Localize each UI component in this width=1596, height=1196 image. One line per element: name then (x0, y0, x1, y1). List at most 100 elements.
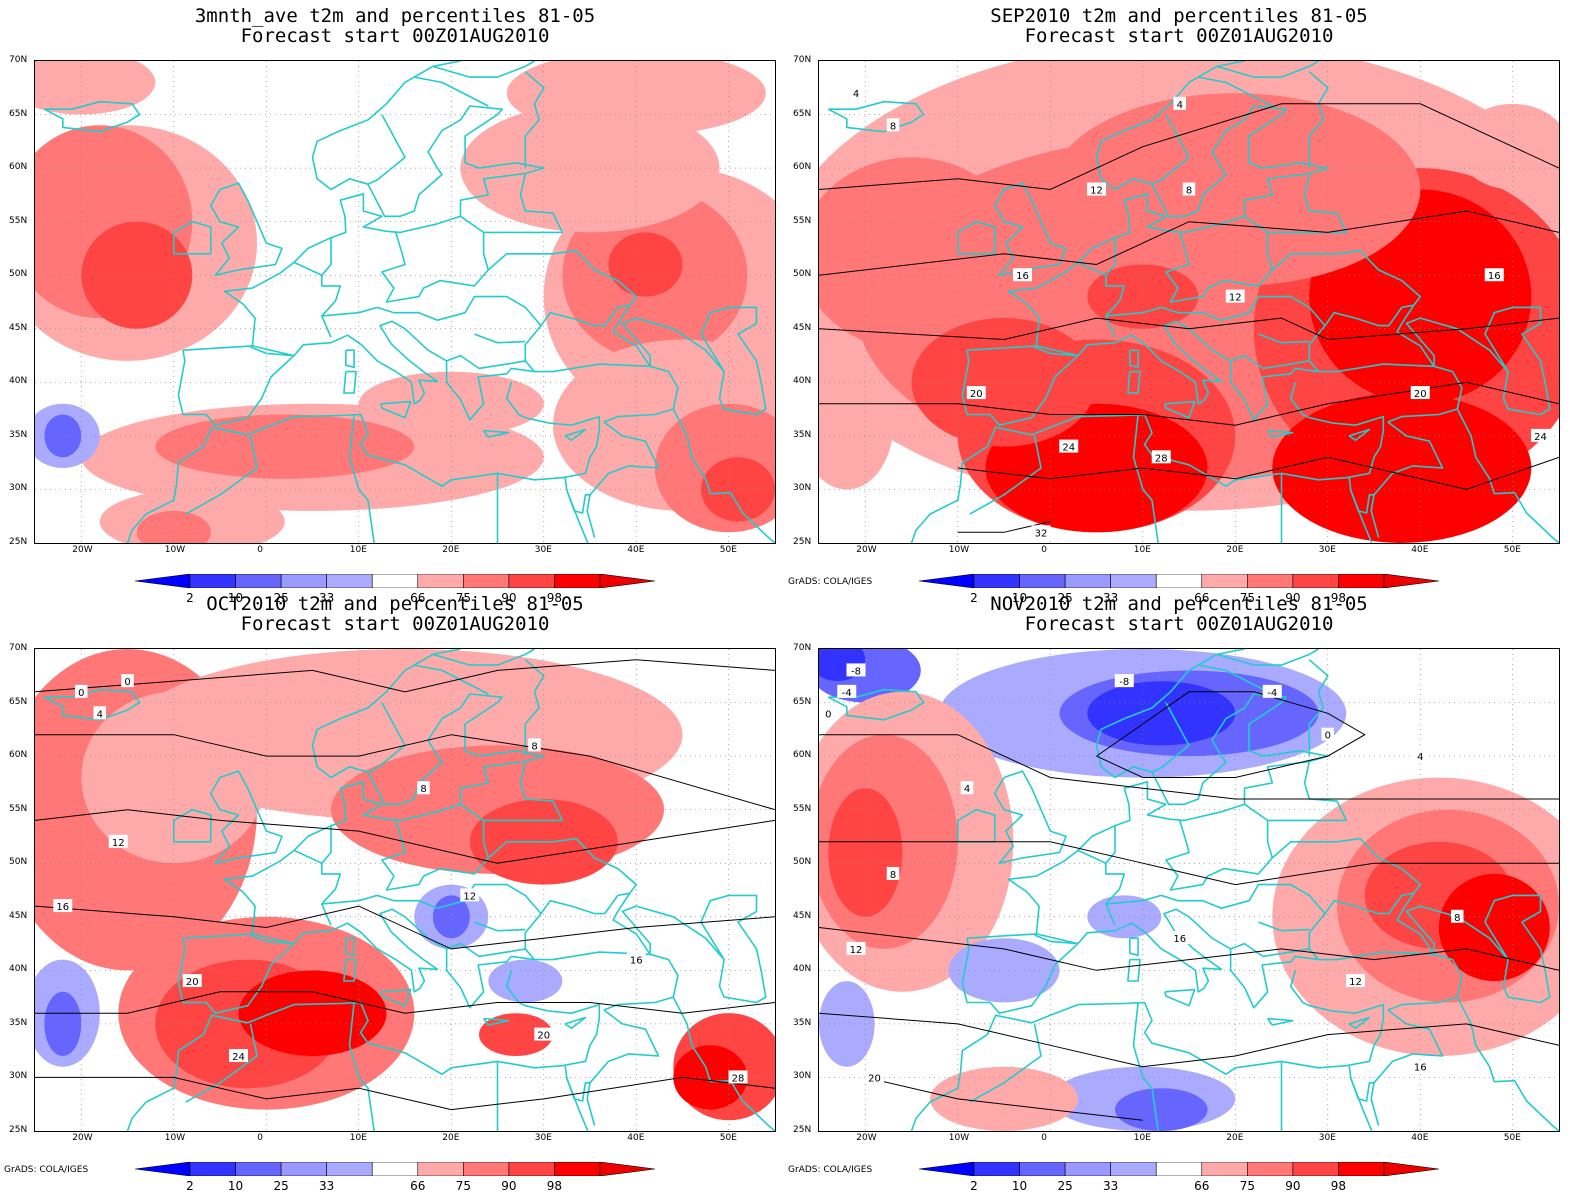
temperature-contour (35, 659, 775, 693)
latitude-label: 30N (9, 483, 28, 494)
temperature-contour (35, 1076, 775, 1111)
colorbar-segment (554, 1161, 601, 1177)
contour-label-bg (1087, 182, 1106, 196)
coastline (223, 167, 545, 346)
contour-label: 8 (1186, 186, 1192, 197)
coastline (185, 1023, 258, 1103)
longitude-label: 30E (534, 1133, 552, 1143)
latitude-label: 25N (793, 537, 812, 547)
coastline (348, 1002, 376, 1131)
coastline (1267, 173, 1348, 234)
contour-label-bg (1346, 974, 1365, 988)
contour-label: 16 (1488, 271, 1501, 282)
coastline (126, 970, 601, 1131)
temperature-contour (35, 991, 775, 1014)
colorbar-segment (973, 573, 1020, 589)
coastline (1348, 428, 1371, 442)
contour-label-bg (960, 781, 974, 795)
contour-label: 4 (1417, 752, 1423, 763)
coastline (210, 770, 283, 864)
latitude-label: 30N (793, 483, 812, 494)
contour-label-bg (1414, 749, 1427, 763)
grads-credit: GrADS: COLA/IGES (4, 1165, 89, 1175)
coastline (250, 934, 295, 945)
contour-label-bg (108, 834, 128, 848)
longitude-label: 50E (1503, 545, 1521, 555)
coastline (564, 476, 596, 538)
longitude-label: 0 (1041, 1133, 1047, 1143)
percentile-shading-warm_4 (1272, 393, 1532, 543)
contour-label: 16 (56, 902, 69, 913)
contour-label: 12 (1090, 186, 1103, 197)
longitude-label: 10E (349, 1133, 367, 1143)
coastline (483, 761, 564, 822)
coastline (1127, 958, 1141, 982)
coastline (589, 421, 660, 496)
colorbar (134, 1161, 656, 1177)
percentile-shading-warm_1 (930, 1066, 1078, 1131)
contour-label-bg (93, 706, 106, 720)
colorbar-segment (326, 573, 373, 589)
latitude-label: 50N (793, 857, 812, 868)
coastline (185, 435, 258, 515)
panel-title: OCT2010 t2m and percentiles 81-05 Forecas… (0, 594, 790, 634)
coastline (1105, 306, 1179, 317)
map-panel-sep2010: SEP2010 t2m and percentiles 81-05 Forecas… (784, 0, 1574, 605)
colorbar-label: 2 (186, 1179, 194, 1193)
coastline (1308, 659, 1329, 757)
longitude-label: 10E (1133, 545, 1151, 555)
coastline (343, 958, 357, 982)
contour-label-bg (1151, 450, 1171, 464)
colorbar-segment (463, 573, 510, 589)
longitude-label: 20W (856, 545, 877, 555)
coastline (1350, 490, 1373, 543)
coastline (311, 649, 544, 806)
temperature-contour (1096, 691, 1366, 778)
colorbar-segment (235, 1161, 282, 1177)
colorbar-segment (280, 573, 327, 589)
colorbar-arrow-low (918, 1161, 975, 1177)
coastline (43, 100, 141, 133)
contour-label: 20 (537, 1031, 550, 1042)
longitude-label: 10W (948, 1133, 970, 1143)
percentile-shading-cold_1 (488, 959, 563, 1003)
contour-label: -8 (851, 666, 861, 677)
longitude-label: 40E (1411, 1133, 1429, 1143)
contour-label-bg (1484, 268, 1504, 282)
colorbar-label: 66 (1194, 1179, 1210, 1193)
latitude-label: 55N (793, 215, 812, 226)
contour-label-bg (846, 663, 866, 677)
colorbar-segment (1247, 1161, 1294, 1177)
coastline (1128, 349, 1139, 369)
contour-label-bg (966, 386, 986, 400)
contour-label-bg (1170, 931, 1190, 945)
contour-label: 20 (1414, 389, 1427, 400)
colorbar-arrow-high (1383, 1161, 1440, 1177)
coastline (910, 382, 1385, 543)
latitude-label: 65N (9, 696, 28, 707)
coastline (1456, 996, 1496, 1082)
colorbar-segment (508, 573, 555, 589)
colorbar-label: 10 (1011, 591, 1028, 605)
colorbar-label: 25 (1057, 1179, 1073, 1193)
percentile-shading-warm_3 (701, 457, 775, 522)
coastline (1128, 937, 1139, 957)
latitude-label: 50N (9, 269, 28, 280)
temperature-contour (35, 734, 775, 811)
coastline (432, 649, 535, 666)
latitude-label: 30N (793, 1071, 812, 1082)
coastline (321, 825, 332, 864)
percentile-shading-warm_1 (358, 371, 544, 436)
contour-label: 28 (732, 1073, 745, 1084)
coastline (344, 937, 355, 957)
coastline (126, 382, 601, 543)
coastline (474, 921, 526, 932)
coastline (969, 1023, 1042, 1103)
colorbar (134, 573, 656, 589)
coastline (524, 71, 545, 169)
colorbar-label: 90 (501, 1179, 517, 1193)
panel-title-line1: NOV2010 t2m and percentiles 81-05 (990, 593, 1368, 615)
contour-label: 28 (1155, 453, 1168, 464)
panel-title: SEP2010 t2m and percentiles 81-05 Forecas… (784, 6, 1574, 46)
contour-label: 12 (112, 838, 125, 849)
